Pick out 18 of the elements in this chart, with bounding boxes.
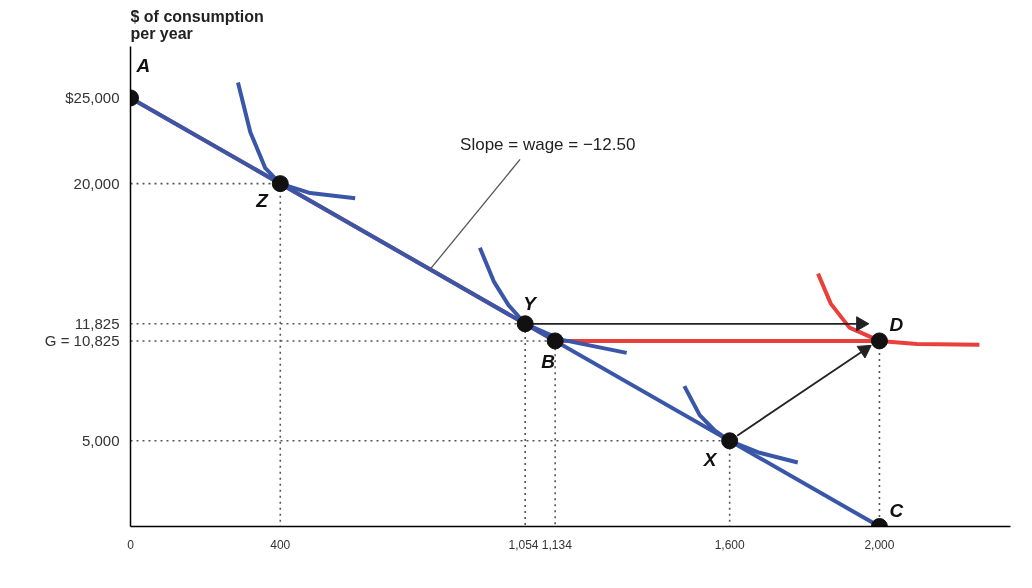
annotation: C: [889, 499, 904, 521]
y-tick-label: 11,825: [74, 315, 120, 333]
annotation: X: [702, 448, 718, 470]
annotation: Slope = wage = −12.50: [460, 135, 636, 155]
y-tick-label: 5,000: [81, 432, 120, 450]
x-tick-label: 400: [270, 537, 291, 552]
annotation: D: [889, 313, 904, 335]
x-tick-label: 0: [127, 537, 135, 552]
annotation: Y: [523, 292, 539, 314]
annotation: A: [135, 54, 151, 76]
x-tick-label: 2,000: [864, 537, 895, 552]
annotation: B: [541, 350, 556, 372]
annotation: Z: [255, 189, 270, 211]
y-axis-title: $ of consumption per year: [130, 7, 264, 42]
y-tick-label: G = 10,825: [44, 332, 120, 350]
x-tick-label: 1,600: [714, 537, 745, 552]
y-tick-label: 20,000: [73, 175, 120, 193]
y-tick-label: $25,000: [65, 89, 120, 107]
